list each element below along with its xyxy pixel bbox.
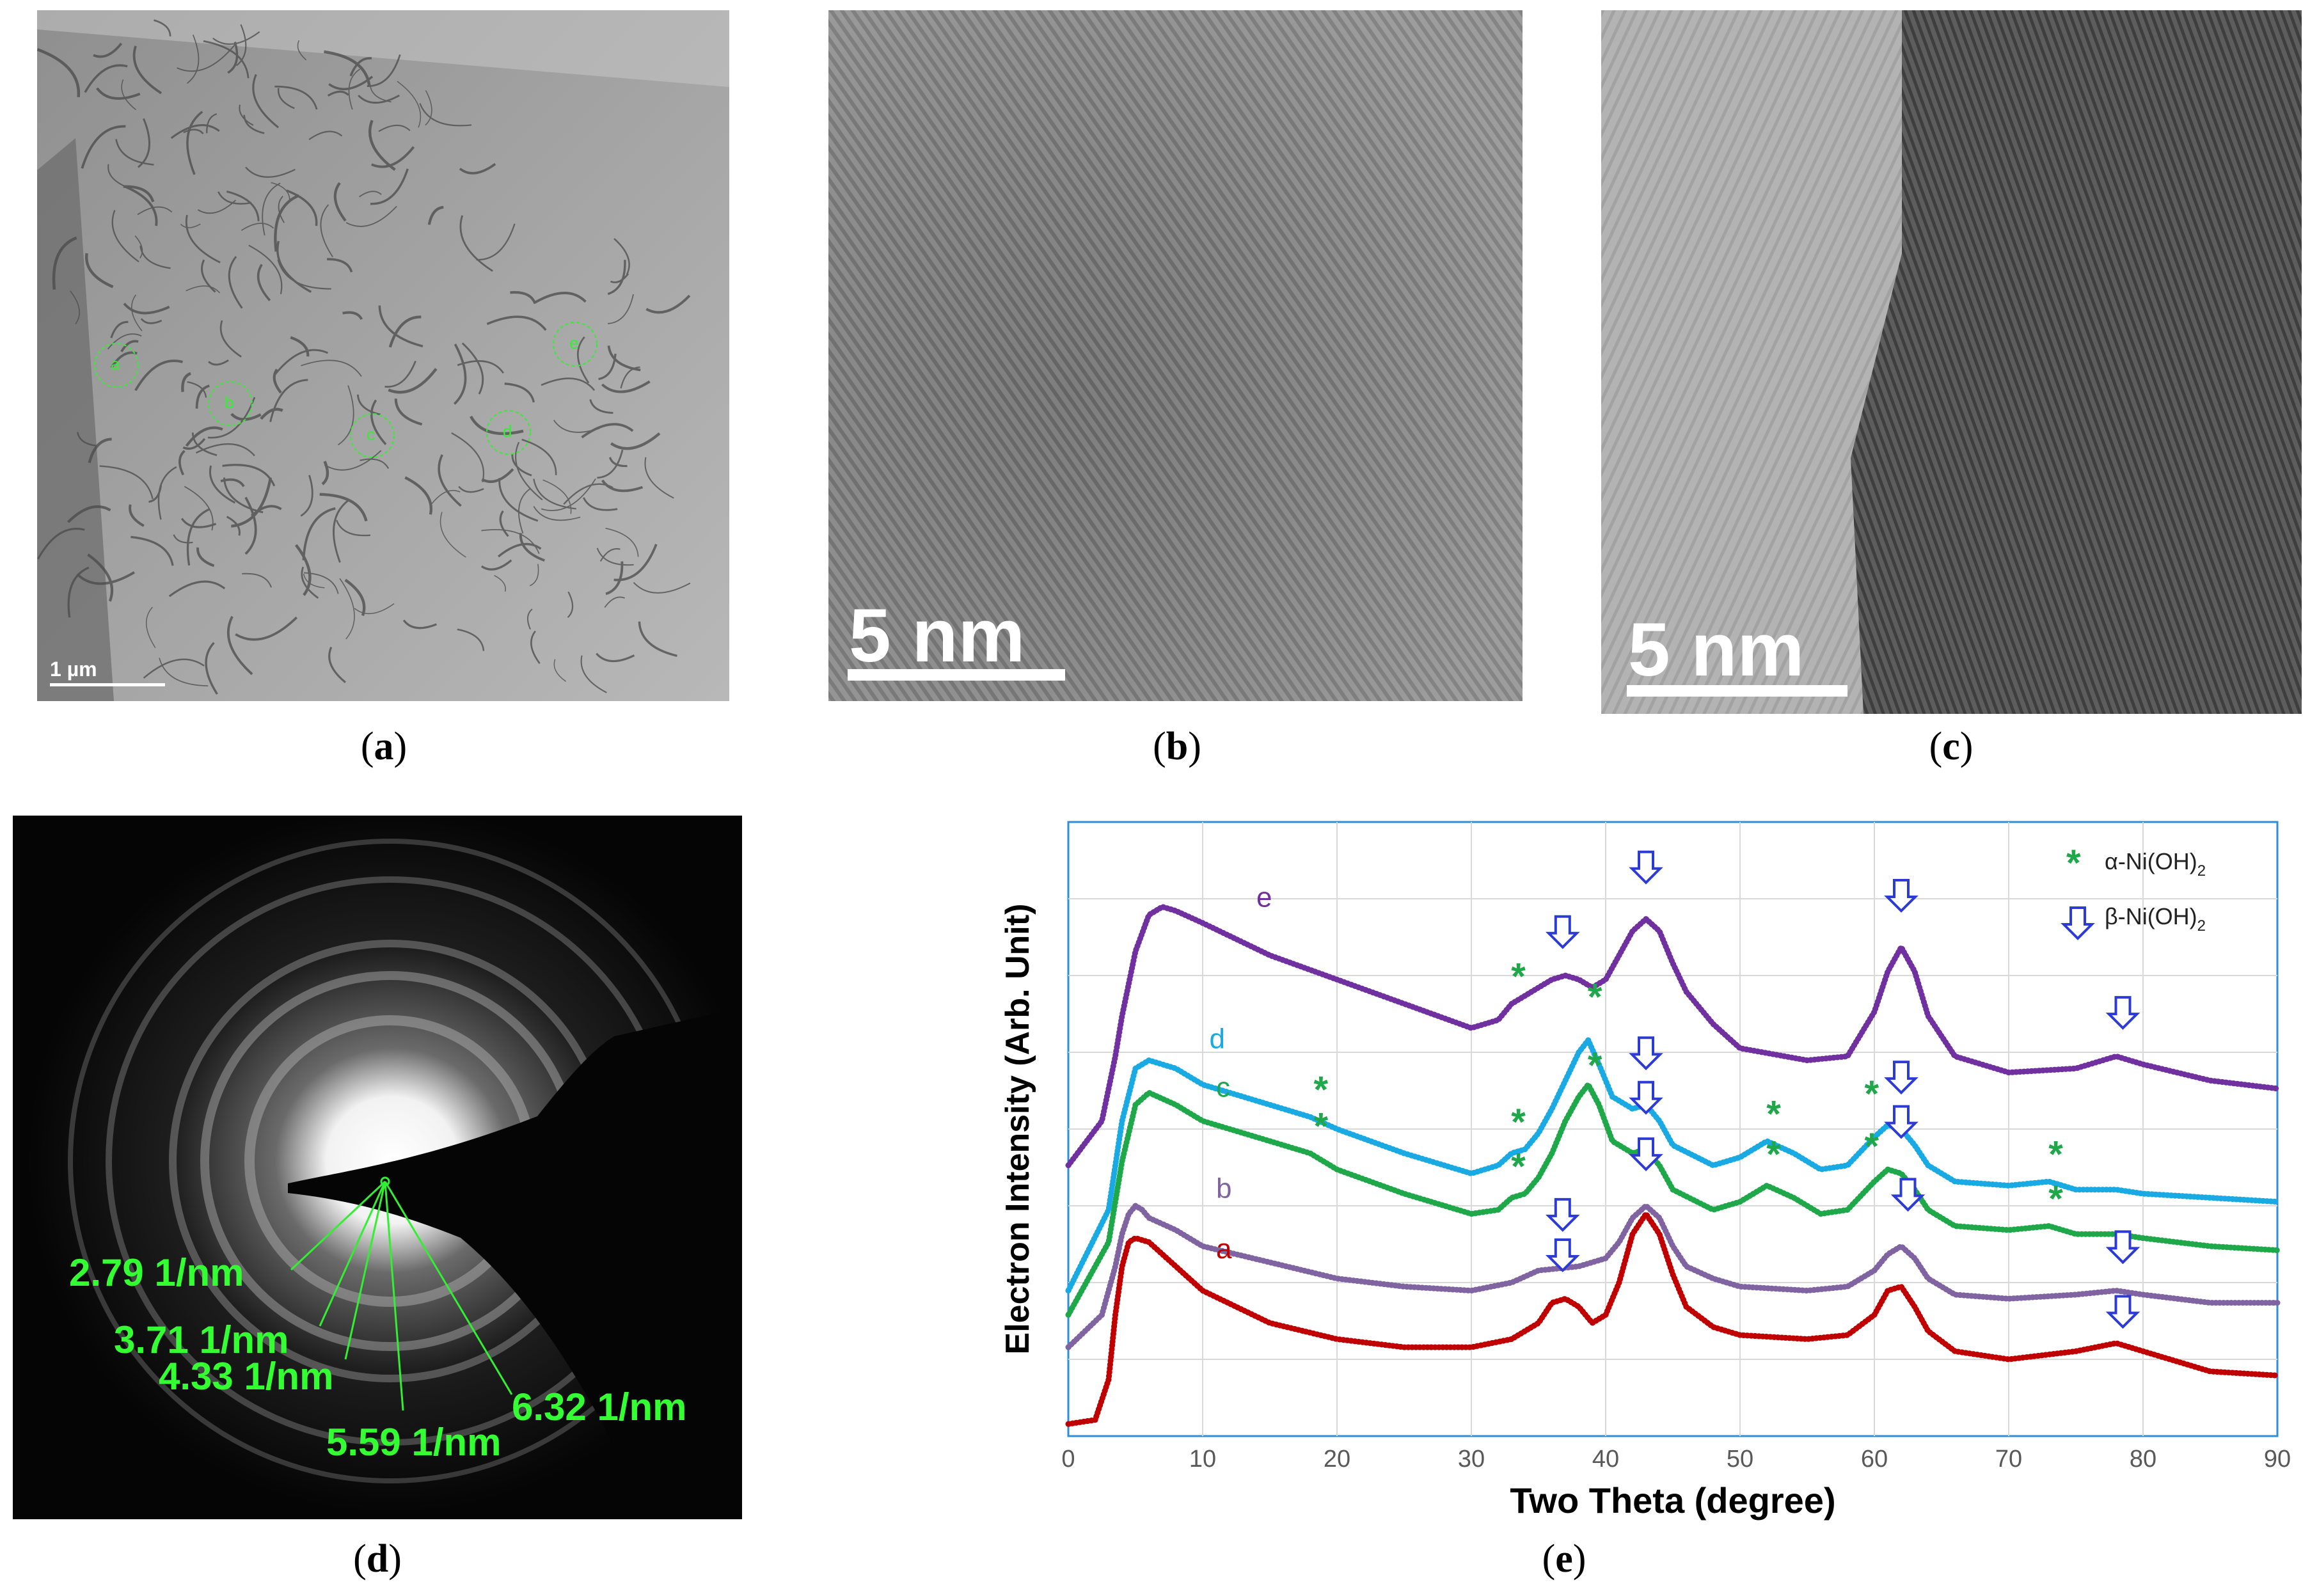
- x-tick-label: 80: [2130, 1446, 2156, 1473]
- beta-marker: [2105, 1230, 2140, 1265]
- x-tick-label: 0: [1061, 1446, 1075, 1473]
- alpha-marker: *: [1314, 1105, 1329, 1147]
- ring-label-3: 4.33 1/nm: [159, 1355, 334, 1398]
- panel-b-hrtem-image: 5 nm: [828, 10, 1523, 701]
- panel-e-chart: 0 10 20 30 40 50 60 70 80 90 Two Theta (degree) Ele…: [985, 812, 2303, 1596]
- alpha-marker: *: [1588, 1045, 1602, 1087]
- scale-label-a: 1 µm: [50, 658, 97, 681]
- series-label-b: b: [1216, 1173, 1231, 1204]
- region-marker-d: d: [503, 422, 512, 441]
- alpha-marker: *: [1865, 1073, 1879, 1115]
- scale-label-b: 5 nm: [849, 594, 1025, 678]
- ring-label-5: 6.32 1/nm: [512, 1386, 687, 1428]
- alpha-marker: *: [1511, 1102, 1526, 1143]
- panel-b-lattice: [828, 10, 1523, 701]
- region-circle-e: [553, 322, 597, 367]
- scale-bar-b: [848, 669, 1065, 681]
- beta-marker: [1545, 1238, 1580, 1272]
- alpha-marker: *: [1766, 1134, 1781, 1176]
- alpha-marker: *: [2048, 1178, 2063, 1220]
- alpha-marker: *: [1766, 1093, 1781, 1135]
- series-e-line: [1065, 904, 2281, 1169]
- series-d-line: [1065, 1037, 2281, 1294]
- beam-stop: [288, 1007, 742, 1519]
- scale-bar-a: [50, 683, 165, 686]
- beta-marker: [1629, 1080, 1663, 1115]
- region-marker-e: e: [569, 333, 579, 352]
- series-label-c: c: [1216, 1071, 1230, 1103]
- beta-marker: [1890, 1178, 1926, 1212]
- caption-b: (b): [1153, 725, 1201, 768]
- panel-a-tem-image: a b c d e 1 µm: [37, 10, 729, 701]
- caption-e: (e): [1542, 1537, 1586, 1581]
- scale-label-c: 5 nm: [1628, 608, 1805, 692]
- x-tick-label: 30: [1458, 1446, 1485, 1473]
- x-tick-label: 10: [1189, 1446, 1216, 1473]
- series-c-line: [1065, 1082, 2281, 1318]
- ring-label-4: 5.59 1/nm: [326, 1421, 502, 1464]
- region-circle-d: [486, 410, 531, 455]
- panel-c-hrtem-image: 5 nm: [1601, 10, 2302, 714]
- beta-marker: [2105, 1295, 2140, 1329]
- beta-marker: [1884, 1105, 1918, 1139]
- beta-marker: [1884, 1061, 1918, 1094]
- region-circle-b: [208, 381, 253, 426]
- caption-a: (a): [360, 725, 407, 768]
- beta-marker: [1545, 1197, 1580, 1232]
- x-tick-label: 60: [1861, 1446, 1888, 1473]
- x-tick-label: 90: [2264, 1446, 2291, 1473]
- beta-marker: [1629, 1137, 1663, 1171]
- region-circles: [50, 322, 597, 686]
- region-marker-c: c: [367, 425, 375, 444]
- beta-marker: [2105, 996, 2140, 1030]
- alpha-marker: *: [1588, 976, 1602, 1018]
- alpha-marker: *: [1511, 956, 1526, 998]
- alpha-marker: *: [2048, 1134, 2063, 1176]
- x-tick-label: 70: [1995, 1446, 2022, 1473]
- legend-beta-marker: [2061, 906, 2095, 940]
- beta-marker: [1884, 878, 1918, 913]
- ring-label-2: 3.71 1/nm: [114, 1318, 289, 1361]
- legend-beta-label: β-Ni(OH)2: [2105, 903, 2206, 935]
- panel-d-rings: [13, 816, 742, 1519]
- panel-a-texture: [37, 10, 729, 701]
- region-circle-a: [94, 343, 139, 388]
- series-label-e: e: [1256, 882, 1272, 913]
- caption-d: (d): [353, 1537, 402, 1581]
- beta-marker: [1545, 915, 1580, 949]
- x-axis-label: Two Theta (degree): [1510, 1480, 1835, 1521]
- region-marker-b: b: [225, 393, 234, 412]
- legend-alpha-marker: *: [2066, 842, 2081, 884]
- y-axis-label: Electron Intensity (Arb. Unit): [999, 904, 1036, 1355]
- ring-leader-lines: [290, 1176, 513, 1411]
- beta-marker: [1629, 1036, 1663, 1071]
- panel-d-diffraction-pattern: 2.79 1/nm 3.71 1/nm 4.33 1/nm 5.59 1/nm …: [13, 816, 742, 1519]
- beta-marker: [1629, 850, 1663, 885]
- alpha-marker: *: [1314, 1070, 1329, 1111]
- chart-svg: 0 10 20 30 40 50 60 70 80 90 Two Theta (degree) Ele…: [999, 821, 2291, 1521]
- alpha-marker: *: [1865, 1126, 1879, 1167]
- series-a-line: [1065, 1211, 2281, 1427]
- panel-c-lattice: [1601, 10, 2302, 714]
- caption-c: (c): [1929, 725, 1974, 768]
- x-tick-label: 40: [1592, 1446, 1619, 1473]
- region-circle-c: [350, 413, 395, 458]
- region-marker-a: a: [111, 354, 120, 374]
- series-b-line: [1065, 1203, 2281, 1350]
- ring-label-1: 2.79 1/nm: [69, 1251, 244, 1294]
- series-label-a: a: [1216, 1233, 1232, 1265]
- alpha-marker: *: [1511, 1146, 1526, 1188]
- x-tick-label: 20: [1324, 1446, 1350, 1473]
- legend-alpha-label: α-Ni(OH)2: [2105, 848, 2206, 880]
- x-tick-label: 50: [1727, 1446, 1753, 1473]
- series-label-d: d: [1210, 1023, 1225, 1055]
- scale-bar-c: [1627, 685, 1847, 697]
